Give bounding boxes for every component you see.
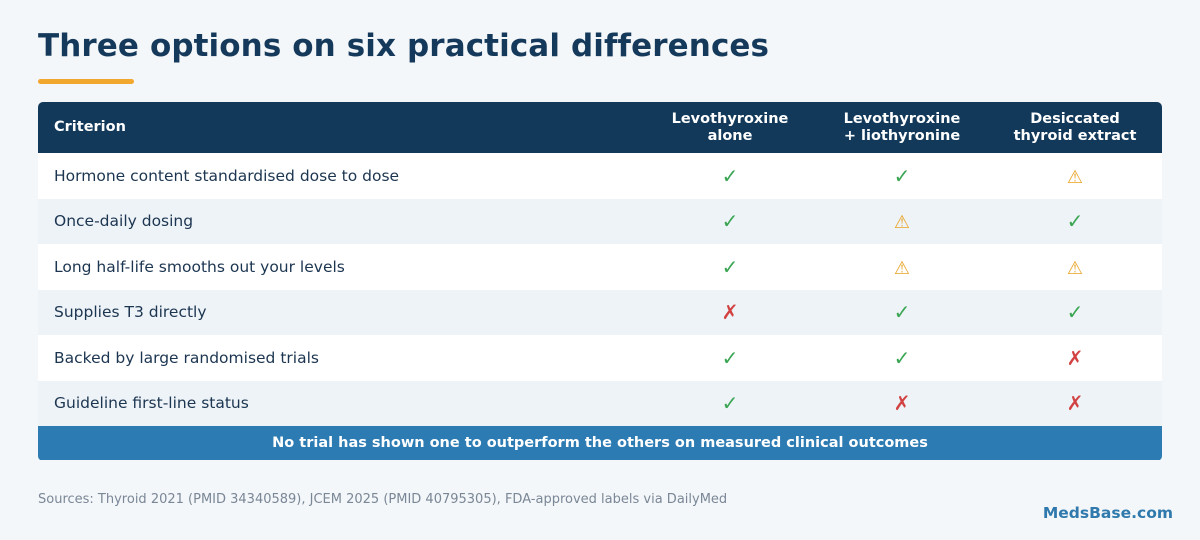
row-mark-cell: ✗ [816, 380, 988, 426]
header-option-line1: Levothyroxine [843, 110, 961, 127]
header-option-line2: + liothyronine [843, 127, 961, 144]
row-criterion-label: Backed by large randomised trials [38, 335, 644, 381]
cross-icon: ✗ [893, 391, 911, 416]
row-mark-cell: ✗ [988, 380, 1162, 426]
cross-icon: ✗ [1066, 391, 1084, 416]
row-mark-cell: ✓ [816, 289, 988, 335]
table-row: Once-daily dosing ✓ ⚠ ✓ [38, 198, 1162, 244]
row-mark-cell: ✓ [988, 198, 1162, 244]
row-criterion-label: Long half-life smooths out your levels [38, 244, 644, 290]
row-mark-cell: ✓ [988, 289, 1162, 335]
row-mark-cell: ✗ [988, 335, 1162, 381]
check-icon: ✓ [721, 345, 739, 370]
header-option-line2: alone [707, 127, 753, 144]
check-icon: ✓ [893, 163, 911, 188]
table-header-row: Criterion Levothyroxine alone Levothyrox… [38, 102, 1162, 153]
table-row: Backed by large randomised trials ✓ ✓ ✗ [38, 335, 1162, 381]
row-mark-cell: ⚠ [988, 153, 1162, 199]
table-row: Long half-life smooths out your levels ✓ ⚠… [38, 244, 1162, 290]
check-icon: ✓ [721, 163, 739, 188]
header-option-levothyroxine-liothyronine: Levothyroxine + liothyronine [816, 102, 988, 153]
cross-icon: ✗ [1066, 345, 1084, 370]
table-row: Hormone content standardised dose to dos… [38, 153, 1162, 199]
page-title: Three options on six practical differenc… [38, 28, 770, 64]
check-icon: ✓ [1066, 300, 1084, 325]
row-mark-cell: ✗ [644, 289, 816, 335]
check-icon: ✓ [721, 209, 739, 234]
row-criterion-label: Supplies T3 directly [38, 289, 644, 335]
header-criterion: Criterion [38, 102, 644, 153]
warning-icon: ⚠ [893, 257, 911, 279]
header-option-levothyroxine-alone: Levothyroxine alone [644, 102, 816, 153]
check-icon: ✓ [893, 300, 911, 325]
row-criterion-label: Guideline first-line status [38, 380, 644, 426]
check-icon: ✓ [893, 345, 911, 370]
header-option-line2: thyroid extract [1013, 127, 1137, 144]
row-mark-cell: ⚠ [816, 244, 988, 290]
warning-icon: ⚠ [1066, 257, 1084, 279]
table-row: Supplies T3 directly ✗ ✓ ✓ [38, 289, 1162, 335]
header-option-desiccated-thyroid: Desiccated thyroid extract [988, 102, 1162, 153]
row-mark-cell: ✓ [644, 153, 816, 199]
row-mark-cell: ✓ [644, 335, 816, 381]
row-mark-cell: ✓ [816, 335, 988, 381]
title-accent-bar [38, 79, 134, 84]
check-icon: ✓ [721, 391, 739, 416]
check-icon: ✓ [1066, 209, 1084, 234]
warning-icon: ⚠ [893, 212, 911, 234]
row-mark-cell: ✓ [644, 244, 816, 290]
row-criterion-label: Once-daily dosing [38, 198, 644, 244]
row-mark-cell: ✓ [816, 153, 988, 199]
row-mark-cell: ✓ [644, 380, 816, 426]
footer-note-bar: No trial has shown one to outperform the… [38, 426, 1162, 460]
row-mark-cell: ⚠ [816, 198, 988, 244]
header-option-line1: Levothyroxine [671, 110, 789, 127]
brand-logo-text: MedsBase.com [1042, 504, 1173, 522]
comparison-table: Criterion Levothyroxine alone Levothyrox… [38, 102, 1162, 461]
warning-icon: ⚠ [1066, 166, 1084, 188]
table-row: Guideline first-line status ✓ ✗ ✗ [38, 380, 1162, 426]
sources-text: Sources: Thyroid 2021 (PMID 34340589), J… [38, 492, 728, 507]
row-mark-cell: ⚠ [988, 244, 1162, 290]
row-criterion-label: Hormone content standardised dose to dos… [38, 153, 644, 199]
row-mark-cell: ✓ [644, 198, 816, 244]
header-option-line1: Desiccated [1030, 110, 1120, 127]
check-icon: ✓ [721, 254, 739, 279]
cross-icon: ✗ [721, 300, 739, 325]
